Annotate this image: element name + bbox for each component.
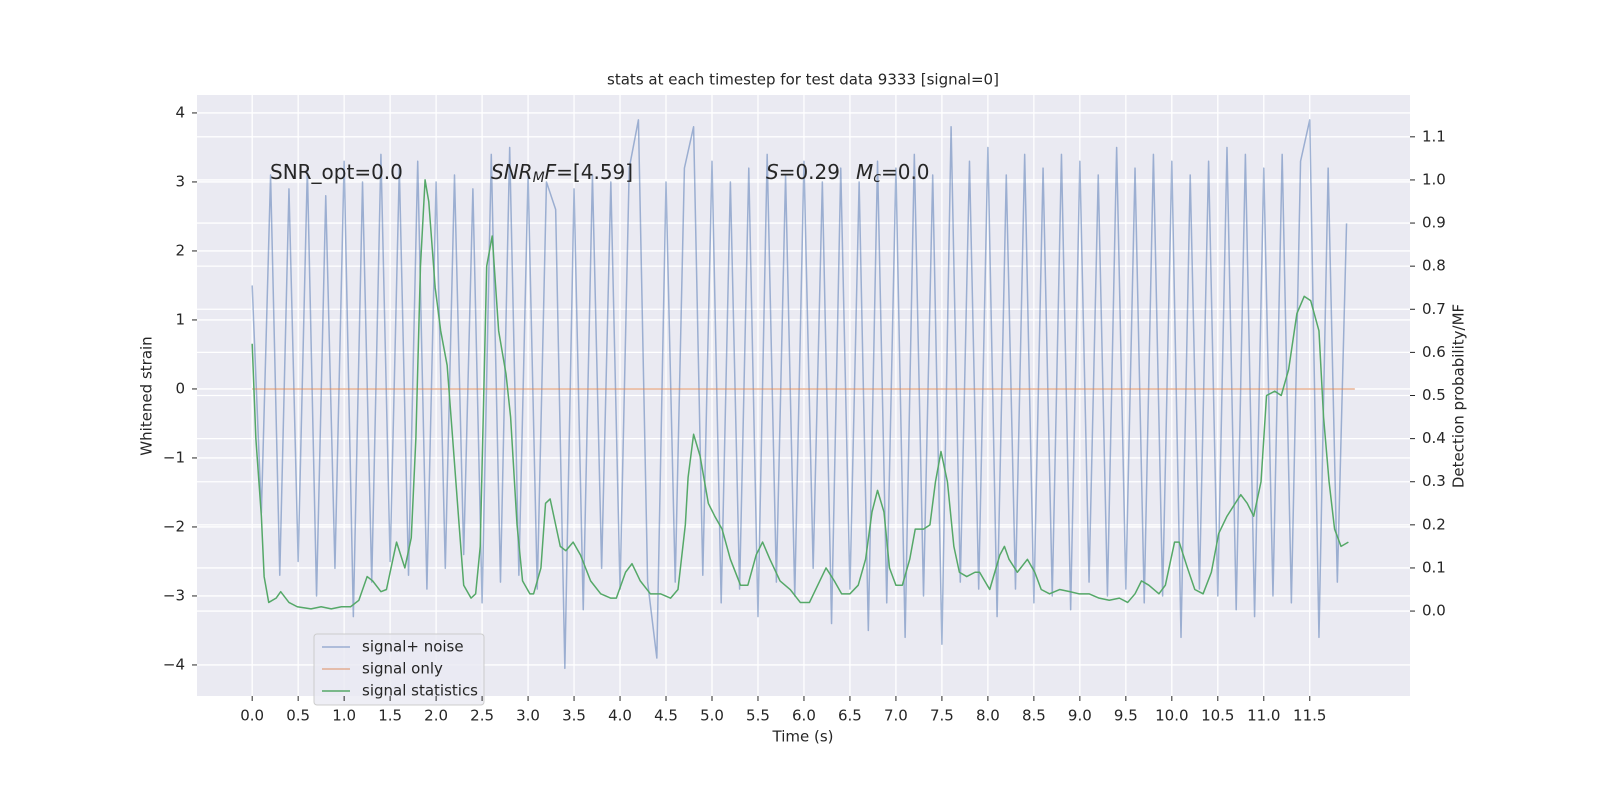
legend-label: signal+ noise xyxy=(362,638,464,656)
x-tick-label: 4.5 xyxy=(654,707,678,725)
y2-tick-label: 0.1 xyxy=(1422,558,1446,576)
y-tick-label: −3 xyxy=(163,586,185,604)
y2-tick-label: 0.2 xyxy=(1422,515,1446,533)
x-tick-label: 7.5 xyxy=(930,707,954,725)
y2-tick-label: 1.1 xyxy=(1422,127,1446,145)
x-tick-label: 8.5 xyxy=(1022,707,1046,725)
annotation-text: F xyxy=(545,160,557,184)
y-tick-label: −4 xyxy=(163,655,185,673)
x-tick-label: 3.0 xyxy=(516,707,540,725)
legend: signal+ noise signal only signal statistic… xyxy=(313,633,485,706)
y2-axis-label: Detection probability/MF xyxy=(1450,304,1468,488)
x-tick-label: 0.5 xyxy=(286,707,310,725)
series-line xyxy=(251,179,1349,610)
annotation-text: S xyxy=(766,160,779,184)
x-tick-label: 8.0 xyxy=(976,707,1000,725)
chart-title: stats at each timestep for test data 933… xyxy=(607,71,999,89)
y2-tick-label: 0.8 xyxy=(1422,257,1446,275)
annotation-text: SNR_opt=0.0 xyxy=(270,160,403,184)
y2-tick-label: 0.6 xyxy=(1422,343,1446,361)
x-tick-label: 9.0 xyxy=(1068,707,1092,725)
annotations: SNR_opt=0.0 SNRMF=[4.59] S=0.29 Mc=0.0 xyxy=(270,160,930,187)
legend-box xyxy=(313,633,485,706)
y2-tick-label: 0.9 xyxy=(1422,214,1446,232)
y-tick-label: 0 xyxy=(175,379,185,397)
x-tick-label: 2.5 xyxy=(470,707,494,725)
y-tick-label: −2 xyxy=(163,517,185,535)
x-tick-label: 11.5 xyxy=(1293,707,1326,725)
x-tick-label: 2.0 xyxy=(424,707,448,725)
x-tick-label: 10.5 xyxy=(1201,707,1234,725)
x-tick-label: 5.5 xyxy=(746,707,770,725)
y-tick-label: 4 xyxy=(175,103,185,121)
annotation-text: c xyxy=(873,170,881,186)
y2-tick-label: 0.0 xyxy=(1422,602,1446,620)
legend-label: signal only xyxy=(362,660,443,678)
annotation: SNRMF=[4.59] xyxy=(491,160,633,187)
y2-tick-label: 0.3 xyxy=(1422,472,1446,490)
x-tick-label: 1.5 xyxy=(378,707,402,725)
y-tick-label: 1 xyxy=(175,310,185,328)
y-tick-label: 3 xyxy=(175,172,185,190)
y-tick-label: −1 xyxy=(163,448,185,466)
y2-tick-label: 0.7 xyxy=(1422,300,1446,318)
x-tick-label: 6.0 xyxy=(792,707,816,725)
annotation-text: =0.29 xyxy=(779,160,840,184)
x-tick-label: 4.0 xyxy=(608,707,632,725)
y-axis-label: Whitened strain xyxy=(138,336,156,455)
x-tick-label: 6.5 xyxy=(838,707,862,725)
x-tick-label: 10.0 xyxy=(1155,707,1188,725)
legend-label: signal statistics xyxy=(362,682,478,700)
y2-tick-label: 0.4 xyxy=(1422,429,1446,447)
x-tick-label: 1.0 xyxy=(332,707,356,725)
annotation-text: M xyxy=(856,160,873,184)
x-tick-label: 5.0 xyxy=(700,707,724,725)
x-tick-label: 7.0 xyxy=(884,707,908,725)
y2-tick-label: 0.5 xyxy=(1422,386,1446,404)
x-tick-label: 9.5 xyxy=(1114,707,1138,725)
x-tick-label: 0.0 xyxy=(240,707,264,725)
annotation: S=0.29 Mc=0.0 xyxy=(766,160,930,187)
annotation: SNR_opt=0.0 xyxy=(270,160,403,184)
annotation-text: =[4.59] xyxy=(556,160,633,184)
series-line xyxy=(251,119,1348,670)
y-tick-label: 2 xyxy=(175,241,185,259)
x-axis-label: Time (s) xyxy=(772,728,834,746)
x-tick-label: 3.5 xyxy=(562,707,586,725)
annotation-text: =0.0 xyxy=(881,160,930,184)
x-tick-label: 11.0 xyxy=(1247,707,1280,725)
marks xyxy=(251,119,1355,670)
annotation-text: M xyxy=(533,170,545,186)
annotation-text: SNR xyxy=(491,160,533,184)
y2-tick-label: 1.0 xyxy=(1422,170,1446,188)
